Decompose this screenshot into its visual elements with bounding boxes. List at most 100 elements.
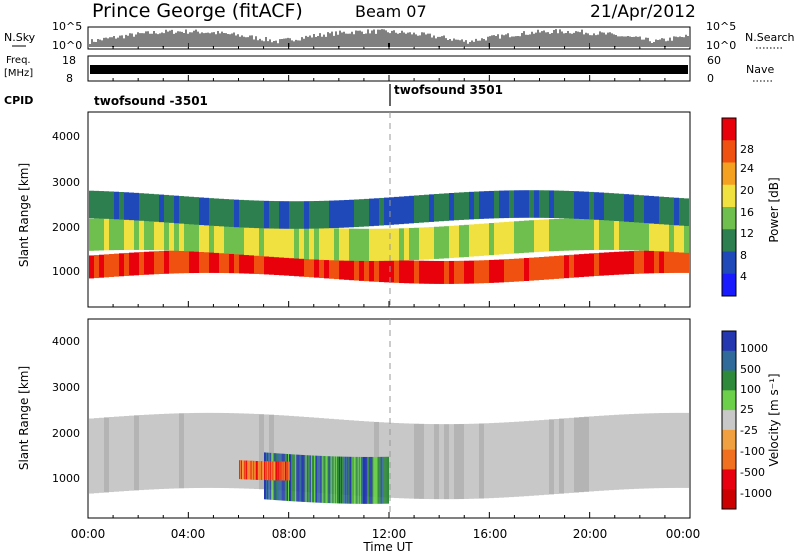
heatmap-cell	[144, 251, 149, 275]
heatmap-cell	[199, 412, 204, 488]
heatmap-cell	[335, 456, 337, 504]
heatmap-cell	[174, 195, 179, 224]
heatmap-cell	[449, 260, 454, 284]
heatmap-cell	[549, 219, 554, 252]
heatmap-cell	[539, 219, 544, 252]
heatmap-cell	[424, 423, 429, 500]
heatmap-cell	[179, 196, 184, 224]
heatmap-cell	[339, 456, 341, 504]
heatmap-cell	[174, 413, 179, 489]
heatmap-cell	[359, 257, 364, 281]
heatmap-cell	[119, 416, 124, 492]
heatmap-cell	[514, 421, 519, 497]
heatmap-cell	[519, 258, 524, 282]
heatmap-cell	[344, 228, 349, 261]
heatmap-cell	[569, 218, 574, 251]
velocity-ytick-3000: 3000	[52, 381, 80, 394]
heatmap-cell	[649, 413, 654, 489]
heatmap-cell	[114, 416, 119, 492]
heatmap-cell	[594, 416, 599, 492]
heatmap-cell	[639, 413, 644, 489]
heatmap-cell	[574, 254, 579, 278]
heatmap-cell	[454, 192, 459, 221]
velocity-ytick-4000: 4000	[52, 335, 80, 348]
heatmap-cell	[664, 219, 669, 252]
heatmap-cell	[454, 260, 459, 284]
heatmap-cell	[293, 454, 295, 502]
heatmap-cell	[369, 258, 374, 282]
power-ylabel: Slant Range [km]	[17, 163, 31, 267]
heatmap-cell	[339, 200, 344, 228]
heatmap-cell	[414, 260, 419, 284]
heatmap-cell	[649, 195, 654, 224]
heatmap-cell	[89, 418, 94, 494]
heatmap-cell	[524, 421, 529, 497]
heatmap-cell	[444, 260, 449, 284]
heatmap-cell	[329, 228, 334, 261]
power-cbar-tick-20: 20	[740, 184, 754, 197]
heatmap-cell	[399, 228, 404, 261]
heatmap-cell	[479, 223, 484, 256]
cpid-program-1: twofsound -3501	[94, 94, 208, 108]
heatmap-cell	[404, 228, 409, 261]
heatmap-cell	[371, 456, 373, 504]
heatmap-cell	[494, 259, 499, 283]
heatmap-cell	[334, 456, 336, 504]
heatmap-cell	[298, 454, 300, 502]
heatmap-cell	[129, 192, 134, 221]
heatmap-cell	[514, 221, 519, 254]
heatmap-cell	[199, 197, 204, 226]
heatmap-cell	[194, 219, 199, 252]
heatmap-cell	[304, 253, 309, 277]
heatmap-cell	[634, 218, 639, 251]
heatmap-cell	[169, 250, 174, 274]
heatmap-cell	[454, 225, 459, 258]
heatmap-cell	[399, 196, 404, 225]
heatmap-cell	[524, 190, 529, 218]
heatmap-cell	[347, 456, 349, 504]
heatmap-cell	[129, 252, 134, 276]
heatmap-cell	[289, 201, 294, 229]
heatmap-cell	[669, 249, 674, 273]
heatmap-cell	[594, 192, 599, 220]
heatmap-cell	[664, 197, 669, 225]
heatmap-cell	[364, 198, 369, 227]
heatmap-cell	[264, 224, 269, 257]
heatmap-cell	[664, 412, 669, 489]
velocity-ytick-2000: 2000	[52, 427, 80, 440]
heatmap-cell	[584, 191, 589, 220]
heatmap-cell	[604, 252, 609, 276]
heatmap-cell	[609, 217, 614, 250]
heatmap-cell	[149, 414, 154, 490]
heatmap-cell	[354, 257, 359, 281]
velocity-cbar-tick-neg1000: -1000	[740, 487, 772, 500]
heatmap-cell	[322, 455, 324, 503]
heatmap-cell	[614, 251, 619, 275]
heatmap-cell	[329, 255, 334, 279]
heatmap-cell	[311, 455, 313, 503]
heatmap-cell	[509, 422, 514, 498]
heatmap-cell	[469, 260, 474, 284]
heatmap-cell	[377, 456, 379, 504]
heatmap-cell	[350, 456, 352, 504]
heatmap-cell	[179, 250, 184, 274]
heatmap-cell	[318, 455, 320, 503]
heatmap-cell	[429, 227, 434, 260]
heatmap-cell	[524, 220, 529, 253]
heatmap-cell	[584, 253, 589, 277]
heatmap-cell	[189, 413, 194, 489]
heatmap-cell	[614, 217, 619, 250]
heatmap-cell	[354, 199, 359, 228]
heatmap-cell	[324, 227, 329, 261]
heatmap-cell	[439, 260, 444, 284]
heatmap-cell	[654, 218, 659, 252]
velocity-cbar-tick-neg100: -100	[740, 445, 765, 458]
heatmap-cell	[634, 194, 639, 223]
heatmap-cell	[659, 250, 664, 274]
nsky-tick-bottom-left: 10^0	[52, 39, 82, 52]
cpid-label: CPID	[4, 94, 33, 107]
heatmap-cell	[284, 415, 289, 491]
heatmap-cell	[299, 454, 301, 502]
power-ytick-3000: 3000	[52, 176, 80, 189]
